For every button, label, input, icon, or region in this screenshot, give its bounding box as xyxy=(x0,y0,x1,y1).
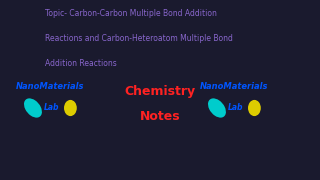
Ellipse shape xyxy=(64,100,77,116)
Text: Addition Reactions: Addition Reactions xyxy=(45,59,116,68)
Ellipse shape xyxy=(24,98,42,118)
Text: Notes: Notes xyxy=(140,111,180,123)
Text: Topic- Carbon-Carbon Multiple Bond Addition: Topic- Carbon-Carbon Multiple Bond Addit… xyxy=(45,9,217,18)
Text: Lab: Lab xyxy=(228,103,243,112)
Text: Reactions and Carbon-Heteroatom Multiple Bond: Reactions and Carbon-Heteroatom Multiple… xyxy=(45,34,233,43)
Text: Chemistry: Chemistry xyxy=(124,85,196,98)
Text: Lab: Lab xyxy=(44,103,59,112)
Ellipse shape xyxy=(208,98,226,118)
Ellipse shape xyxy=(248,100,261,116)
Text: NanoMaterials: NanoMaterials xyxy=(15,82,84,91)
Text: NanoMaterials: NanoMaterials xyxy=(199,82,268,91)
